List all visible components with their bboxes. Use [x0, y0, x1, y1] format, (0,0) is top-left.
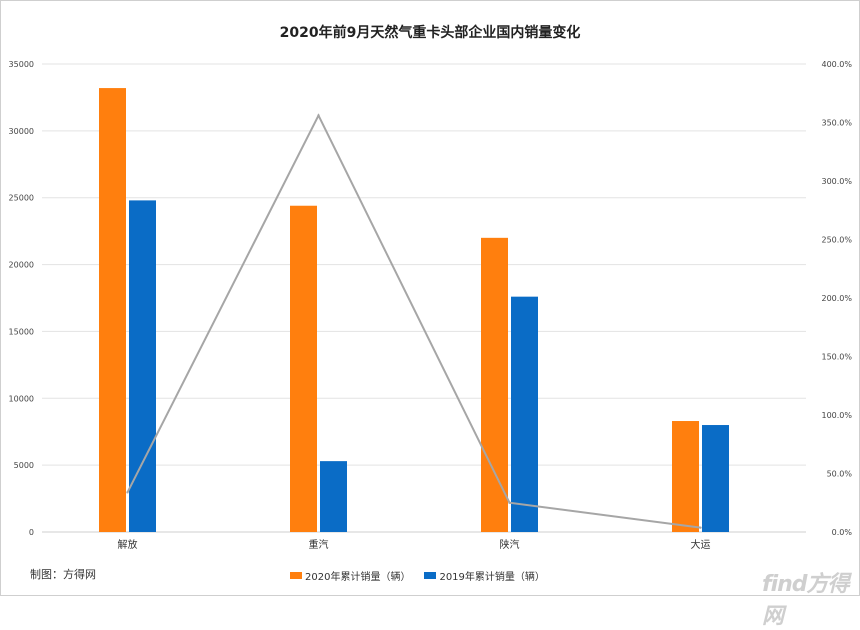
chart-credit: 制图：方得网 — [30, 568, 96, 581]
right-tick-label: 300.0% — [821, 177, 852, 186]
bar-2020 — [672, 421, 699, 532]
right-tick-label: 400.0% — [821, 60, 852, 69]
left-axis: 0 5000 10000 15000 20000 25000 30000 35000 — [9, 60, 34, 537]
left-tick-label: 20000 — [9, 261, 34, 270]
right-tick-label: 250.0% — [821, 236, 852, 245]
right-tick-label: 350.0% — [821, 119, 852, 128]
left-tick-label: 10000 — [9, 394, 34, 403]
left-tick-label: 5000 — [14, 461, 34, 470]
legend: 2020年累计销量（辆） 2019年累计销量（辆） — [290, 568, 551, 583]
right-tick-label: 100.0% — [821, 411, 852, 420]
left-tick-label: 15000 — [9, 327, 34, 336]
legend-item-2020: 2020年累计销量（辆） — [290, 568, 410, 583]
category-label: 陕汽 — [500, 538, 520, 551]
legend-swatch-2020 — [290, 572, 302, 579]
bars-group — [99, 88, 729, 533]
watermark-logo: find方得网 — [762, 572, 850, 629]
growth-point — [317, 114, 320, 117]
bar-2020 — [290, 205, 317, 533]
legend-label-2020: 2020年累计销量（辆） — [305, 572, 411, 583]
category-labels: 解放 重汽 陕汽 大运 — [118, 538, 711, 551]
legend-item-2019: 2019年累计销量（辆） — [424, 568, 545, 583]
left-tick-label: 25000 — [9, 194, 34, 203]
right-tick-label: 150.0% — [821, 353, 852, 362]
left-tick-label: 0 — [29, 528, 34, 537]
legend-swatch-2019 — [424, 572, 437, 579]
growth-line — [126, 113, 701, 529]
bar-2019 — [320, 461, 347, 532]
bar-2019 — [129, 200, 156, 533]
left-tick-label: 30000 — [9, 127, 34, 136]
bar-2020 — [481, 237, 508, 533]
bar-2019 — [511, 296, 538, 532]
growth-line-group — [126, 113, 702, 529]
right-axis: 0.0% 50.0% 100.0% 150.0% 200.0% 250.0% 300.0% 3… — [821, 60, 852, 537]
right-tick-label: 200.0% — [821, 294, 852, 303]
chart-area: 2020年前9月天然气重卡头部企业国内销量变化 0 5000 10000 15000 2… — [9, 24, 853, 551]
chart-title: 2020年前9月天然气重卡头部企业国内销量变化 — [280, 24, 581, 41]
right-tick-label: 0.0% — [832, 528, 853, 537]
growth-point — [699, 526, 702, 529]
bar-2020 — [99, 88, 126, 532]
legend-label-2019: 2019年累计销量（辆） — [439, 572, 545, 583]
category-label: 大运 — [691, 538, 711, 551]
left-tick-label: 35000 — [9, 60, 34, 69]
right-tick-label: 50.0% — [827, 470, 853, 479]
growth-point — [126, 491, 129, 494]
category-label: 解放 — [118, 538, 138, 551]
category-label: 重汽 — [309, 538, 329, 551]
bar-2019 — [702, 425, 729, 532]
growth-point — [508, 501, 511, 504]
